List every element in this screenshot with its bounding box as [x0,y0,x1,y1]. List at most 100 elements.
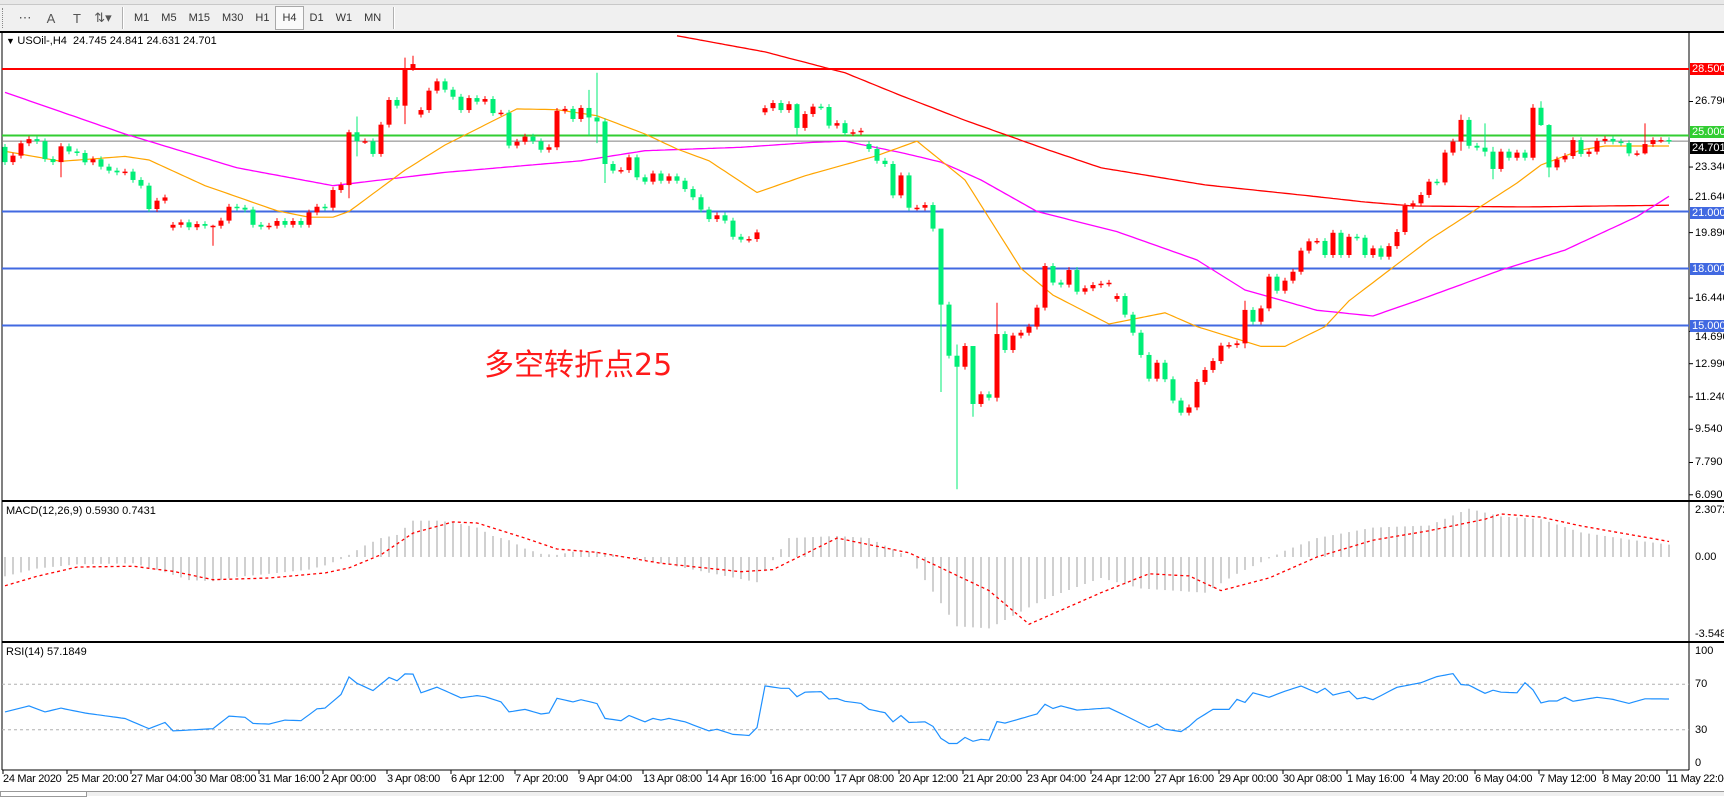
macd-axis-label: 0.00 [1695,551,1717,563]
candle-bearish [1490,151,1496,169]
candle-bullish [578,107,584,119]
candle-bearish [634,157,640,178]
level-price-tag: 25.000 [1690,125,1724,138]
candle-bullish [922,205,928,208]
candle-bearish [322,206,328,209]
price-axis-label: 9.540 [1695,423,1723,436]
candle-bullish [522,136,528,142]
timeframe-w1[interactable]: W1 [335,12,353,24]
candle-bearish [458,96,464,111]
candle-bearish [474,98,480,102]
candle-bearish [602,121,608,164]
candle-bullish [346,132,352,186]
time-axis-label: 23 Apr 04:00 [1027,773,1086,785]
drawing-tools: ⋯ A T ⇅▾ [12,6,116,30]
rsi-line [4,672,1669,745]
symbol-ohlc-label: USOil-,H4 24.745 24.841 24.631 24.701 [17,35,217,47]
candle-bullish [1450,141,1456,153]
time-axis-label: 25 Mar 20:00 [67,773,129,785]
candle-bullish [1634,153,1640,155]
timeframe-mn[interactable]: MN [364,12,382,24]
candle-bullish [1226,345,1232,347]
candle-bearish [1338,232,1344,256]
candle-bearish [146,185,152,210]
candle-bullish [1530,107,1536,158]
candle-bullish [418,110,424,115]
candle-bearish [258,224,264,227]
candle-bullish [1330,232,1336,256]
time-axis-label: 6 May 04:00 [1475,773,1533,785]
candle-bullish [978,394,984,404]
time-axis-label: 16 Apr 00:00 [771,773,830,785]
candle-bullish [1234,343,1240,346]
candle-bullish [90,159,96,163]
candle-bullish [1082,288,1088,292]
candle-bullish [850,132,856,134]
candle-bearish [1322,240,1328,256]
candle-bullish [1026,326,1032,333]
candle-bearish [890,164,896,196]
time-axis-label: 29 Apr 00:00 [1219,773,1278,785]
timeframe-d1[interactable]: D1 [309,12,324,24]
candle-bullish [1442,152,1448,183]
text-tool-icon[interactable]: A [46,10,56,26]
candle-bullish [178,222,184,225]
candle-bearish [826,107,832,126]
time-axis-label: 4 May 20:00 [1411,773,1469,785]
candle-bearish [394,99,400,106]
chart-tab[interactable] [0,791,87,797]
candle-bullish [1098,283,1104,286]
timeframe-m30[interactable]: M30 [221,12,244,24]
candle-bearish [730,220,736,237]
candle-bearish [1178,400,1184,413]
time-axis-label: 7 May 12:00 [1539,773,1597,785]
candle-bullish [1210,361,1216,370]
candle-bearish [1146,354,1152,379]
collapse-triangle-icon[interactable]: ▼ [6,36,18,46]
candle-bearish [842,123,848,134]
candle-bearish [490,99,496,114]
candle-bullish [554,110,560,148]
candle-bullish [1298,250,1304,272]
candle-bearish [938,228,944,305]
time-axis-label: 30 Apr 08:00 [1283,773,1342,785]
time-axis-label: 17 Apr 08:00 [835,773,894,785]
candle-bullish [1282,280,1288,291]
candle-bearish [242,207,248,210]
price-pane-header: ▼ USOil-,H4 24.745 24.841 24.631 24.701 [6,35,217,47]
candle-bullish [1290,271,1296,281]
timeframe-h1[interactable]: H1 [255,12,270,24]
candle-bullish [754,232,760,240]
candle-bullish [618,170,624,172]
candle-bullish [1514,152,1520,158]
candle-bearish [1666,140,1672,142]
ma-fast-line [4,108,1669,347]
price-axis-label: 12.990 [1695,357,1724,370]
price-axis-label: 26.790 [1695,95,1724,108]
timeframe-m15[interactable]: M15 [188,12,210,24]
candle-bullish [426,90,432,111]
candle-bullish [810,106,816,115]
timeframe-h4[interactable]: H4 [275,6,304,30]
candle-bearish [722,215,728,221]
arrows-icon[interactable]: ⇅▾ [94,10,112,25]
candle-bullish [1018,332,1024,336]
candle-bearish [2,146,8,163]
candle-bullish [1410,203,1416,206]
chart-window[interactable] [0,31,1724,797]
candle-bearish [1250,309,1256,322]
candle-bearish [538,141,544,150]
timeframe-m5[interactable]: M5 [161,12,177,24]
chart-annotation-text[interactable]: 多空转折点25 [484,348,673,383]
candle-bearish [1466,119,1472,146]
candle-bearish [1474,145,1480,148]
text-label-icon[interactable]: T [73,10,81,26]
grid-icon[interactable]: ⋯ [18,10,32,25]
candle-bullish [26,139,32,144]
level-price-tag: 21.000 [1690,206,1724,219]
candle-bullish [378,124,384,154]
toolbar-grip[interactable] [2,8,6,28]
candle-bullish [1370,248,1376,256]
timeframe-m1[interactable]: M1 [134,12,150,24]
